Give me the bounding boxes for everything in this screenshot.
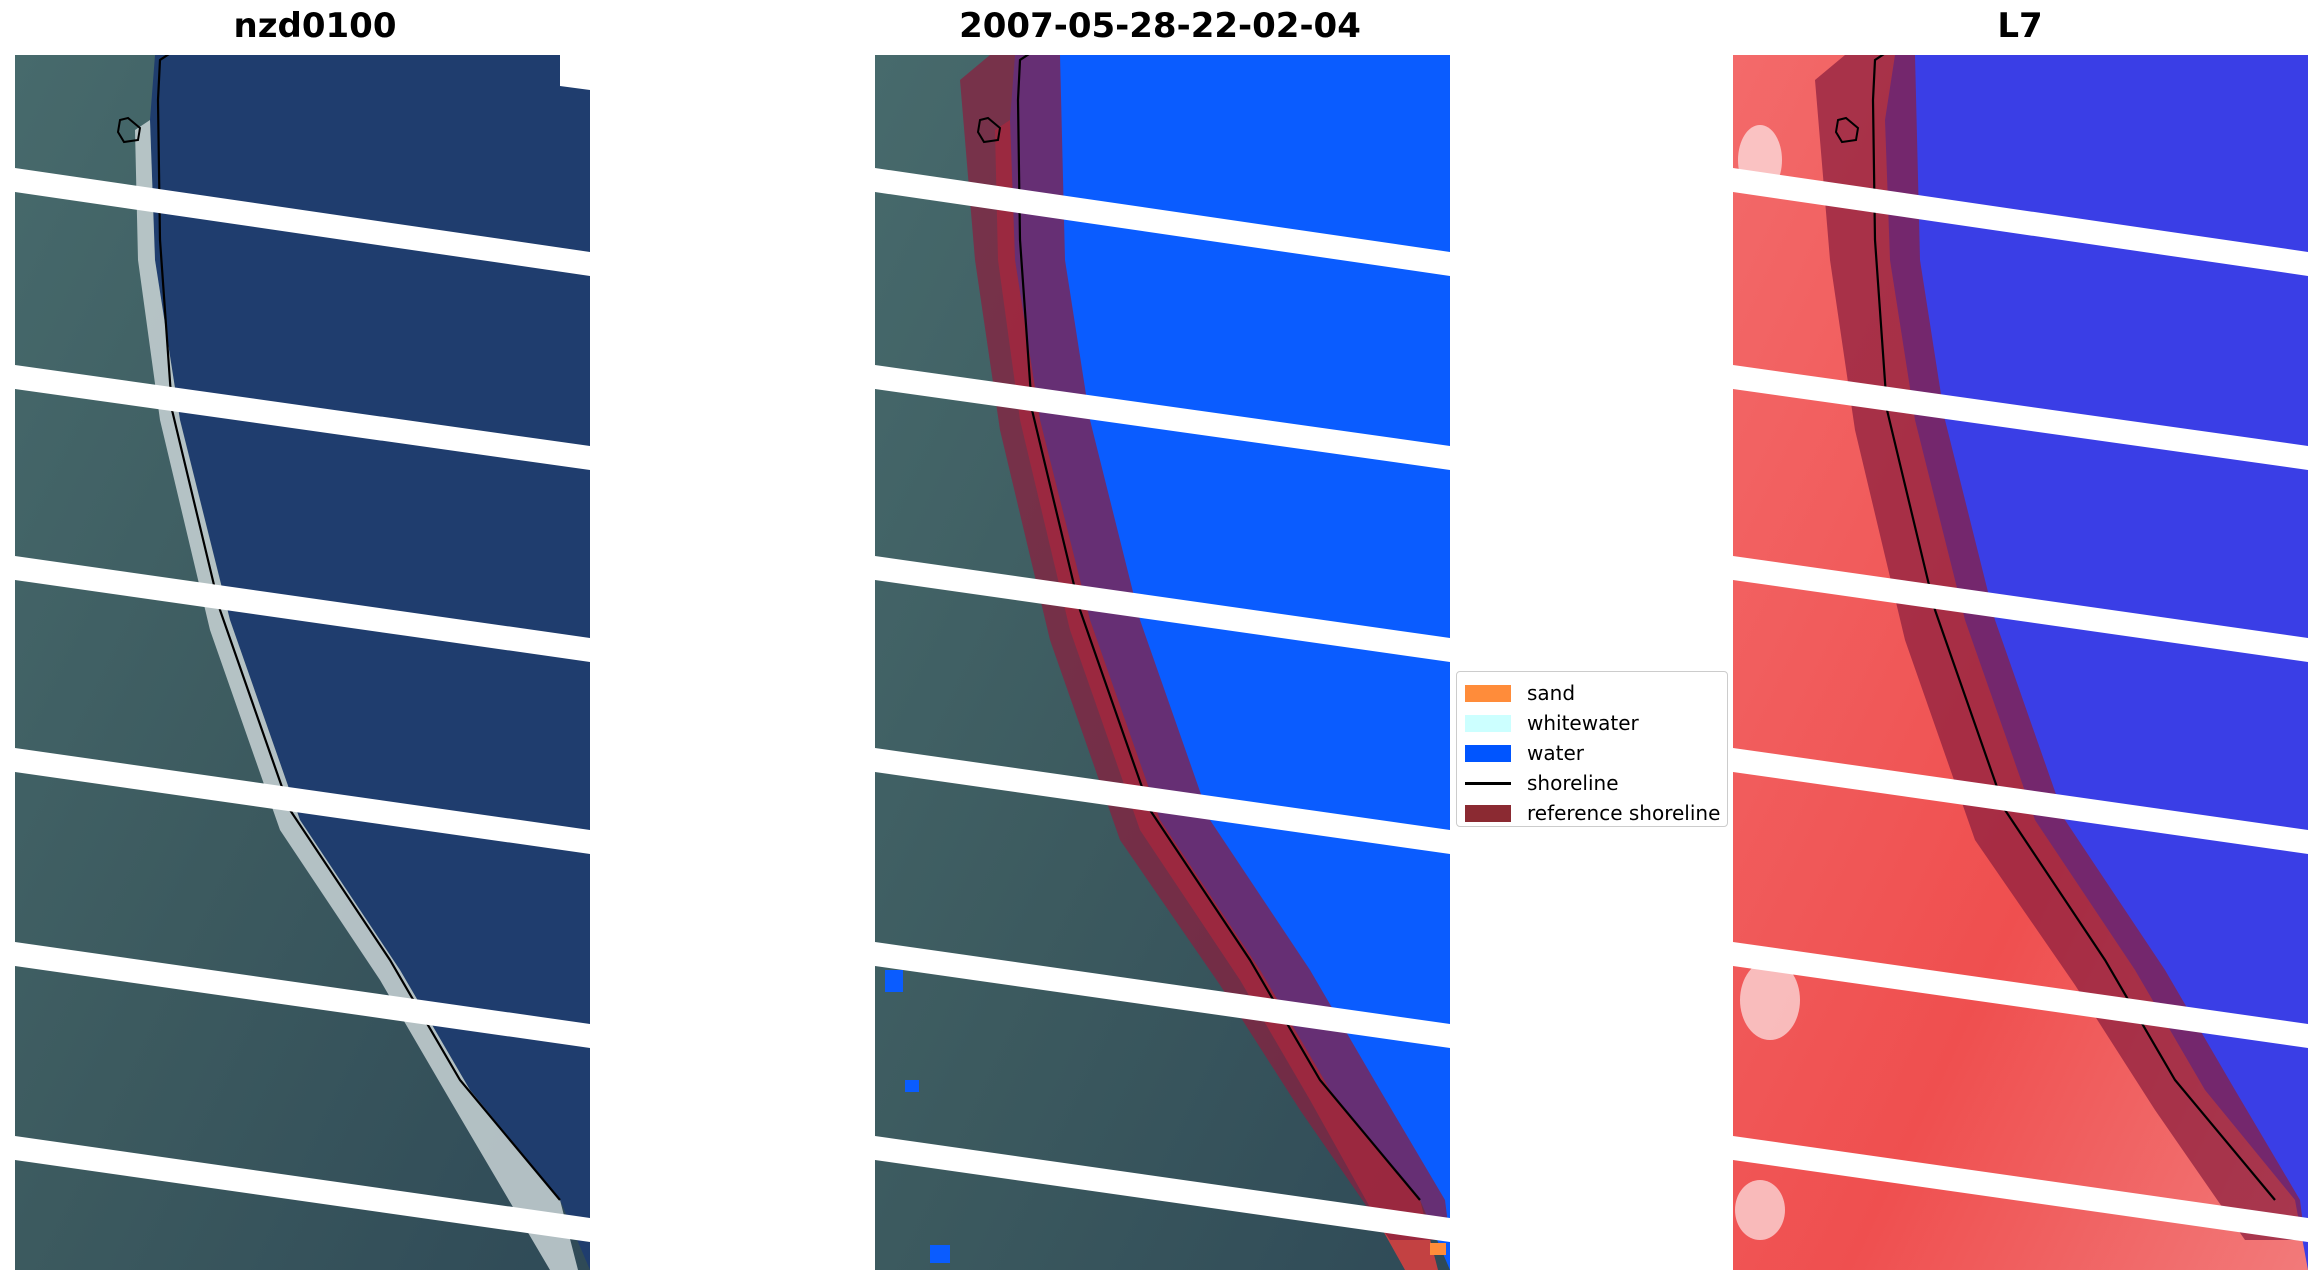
lake-outline-3 [1834,116,1860,144]
shoreline-swatch [1465,781,1511,785]
scan-line-gaps-2 [875,168,1450,1242]
scan-line-gaps-3 [1733,168,2308,1242]
whitewater-swatch [1465,714,1511,732]
classified-image-panel [875,55,1450,1270]
water-speckles [885,970,950,1263]
panel-title-rgb: nzd0100 [233,6,397,46]
lake-outline-2 [976,116,1002,144]
legend: sand whitewater water shoreline referenc… [1456,671,1728,827]
rgb-image-panel [15,55,590,1270]
index-image-panel [1733,55,2308,1270]
legend-item-whitewater: whitewater [1465,708,1719,738]
legend-item-shoreline: shoreline [1465,768,1719,798]
legend-item-sand: sand [1465,678,1719,708]
panel-title-classified: 2007-05-28-22-02-04 [959,6,1361,46]
panel-title-index: L7 [1997,6,2043,46]
legend-item-water: water [1465,738,1719,768]
legend-label-shoreline: shoreline [1527,771,1619,795]
reference-shoreline-swatch [1465,804,1511,822]
legend-label-sand: sand [1527,681,1576,705]
legend-label-whitewater: whitewater [1527,711,1639,735]
sand-swatch [1465,684,1511,702]
legend-label-water: water [1527,741,1584,765]
lake-outline-1 [116,116,142,144]
water-swatch [1465,744,1511,762]
scan-line-gaps-1 [15,55,590,1242]
legend-label-reference-shoreline: reference shoreline [1527,801,1721,825]
legend-item-reference-shoreline: reference shoreline [1465,798,1721,828]
sand-patch [1430,1243,1446,1255]
reference-shoreline-buffer-2 [960,55,1450,1240]
reference-shoreline-buffer-3 [1815,55,2305,1240]
